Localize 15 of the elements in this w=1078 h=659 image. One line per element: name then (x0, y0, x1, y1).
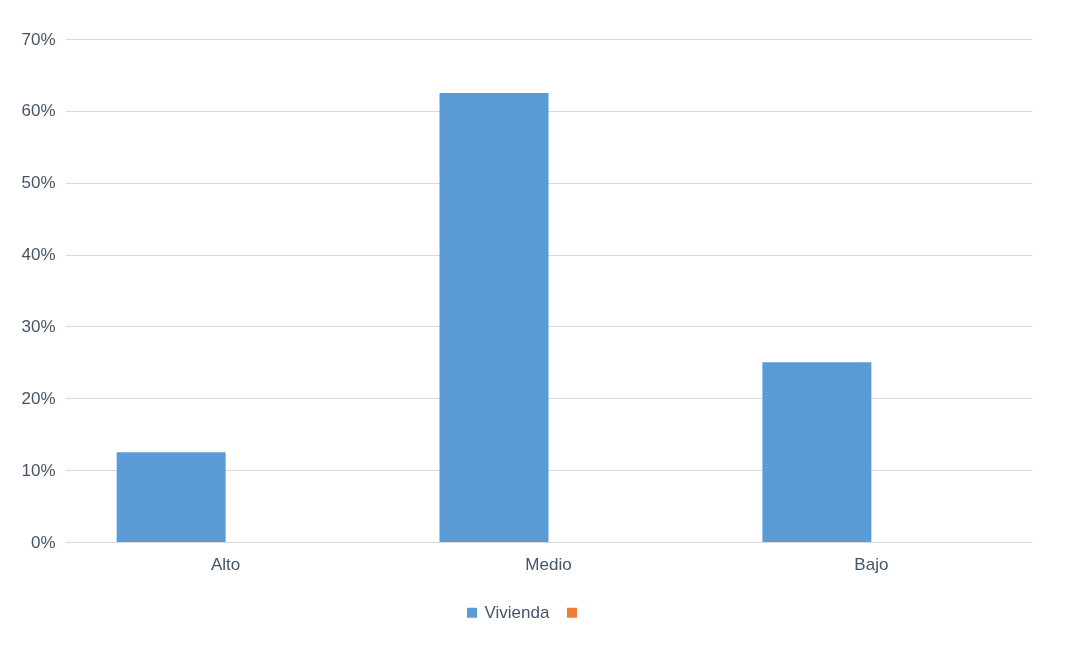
x-tick-label: Medio (525, 554, 572, 574)
y-tick-label: 60% (21, 101, 56, 121)
y-tick-label: 70% (21, 29, 56, 49)
legend-label: Vivienda (484, 602, 550, 622)
x-tick-label: Alto (210, 554, 241, 574)
bar (762, 362, 872, 542)
x-tick-label: Bajo (854, 554, 889, 574)
bar (439, 92, 549, 542)
y-tick-label: 20% (21, 388, 56, 408)
y-tick-label: 0% (30, 532, 56, 552)
bar (116, 452, 226, 542)
y-tick-label: 40% (21, 245, 56, 265)
y-tick-label: 10% (21, 460, 56, 480)
y-tick-label: 30% (21, 316, 56, 336)
y-tick-label: 50% (21, 173, 56, 193)
